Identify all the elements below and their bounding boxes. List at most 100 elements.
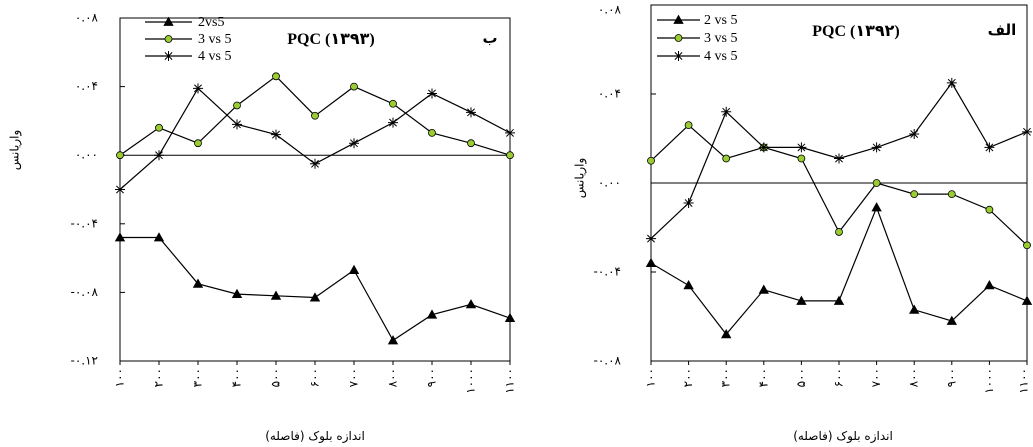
x-tick-label: ۱۱۰۰ [503, 368, 517, 394]
data-point-4vs5 [427, 88, 437, 99]
data-point-4vs5 [834, 153, 844, 164]
x-tick-label: ۱۰۰ [113, 368, 127, 387]
data-point-3vs5 [647, 156, 655, 165]
data-point-3vs5 [116, 151, 124, 160]
y-axis-label: واریانس [573, 158, 588, 199]
y-axis-label: واریانس [8, 130, 23, 171]
data-point-4vs5 [115, 184, 125, 195]
chart-title: PQC (۱۳۹۳) [287, 31, 375, 48]
legend-marker-2vs5 [163, 16, 174, 26]
x-axis-label: اندازه بلوک (فاصله) [793, 429, 893, 444]
data-point-4vs5 [154, 150, 164, 161]
x-tick-label: ۱۱۰۰ [1017, 368, 1031, 394]
data-point-4vs5 [349, 138, 359, 149]
y-tick-label: ۰.۰۸ [598, 3, 622, 17]
data-point-4vs5 [758, 142, 769, 153]
x-tick-label: ۲۰۰ [681, 368, 695, 387]
data-point-2vs5 [721, 328, 732, 339]
panel-label: ب [482, 29, 497, 47]
data-point-3vs5 [872, 179, 881, 187]
legend-label: 3 vs 5 [704, 31, 737, 46]
data-point-2vs5 [683, 280, 694, 290]
y-tick-label: -۰.۰۸ [71, 285, 99, 299]
legend-marker-4vs5 [163, 51, 174, 61]
legend-label: 4 vs 5 [704, 49, 737, 64]
data-point-2vs5 [833, 295, 845, 305]
x-tick-label: ۵۰۰ [794, 368, 808, 387]
data-point-2vs5 [192, 278, 204, 288]
data-point-4vs5 [721, 106, 732, 117]
data-point-2vs5 [984, 280, 995, 290]
x-tick-label: ۸۰۰ [907, 368, 921, 387]
data-point-3vs5 [506, 151, 514, 160]
data-point-2vs5 [796, 295, 807, 305]
data-point-2vs5 [348, 264, 360, 275]
data-point-3vs5 [155, 123, 163, 132]
data-point-4vs5 [193, 83, 203, 94]
data-point-2vs5 [946, 315, 957, 325]
chart-panel-b: ۰.۰۸ ۰.۰۴ ۰.۰۰ -۰.۰۴ -۰.۰۸ -۰.۱۲ ۱۰۰ ۲۰۰ ۳۰۰ ۴۰۰ ۵… [8, 11, 517, 445]
data-point-4vs5 [271, 129, 281, 140]
panel-label: الف [988, 21, 1017, 39]
legend-marker-3vs5 [674, 34, 683, 42]
x-tick-label: ۱۰۰۰ [464, 368, 478, 394]
x-tick-label: ۹۰۰ [425, 368, 439, 387]
x-tick-label: ۶۰۰ [308, 368, 322, 387]
data-point-4vs5 [871, 142, 882, 153]
y-tick-label: -۰.۰۴ [594, 265, 621, 279]
data-point-2vs5 [909, 304, 920, 314]
data-point-4vs5 [946, 77, 957, 88]
data-point-3vs5 [272, 72, 280, 81]
data-point-3vs5 [910, 190, 919, 199]
data-point-3vs5 [947, 190, 956, 199]
data-point-4vs5 [310, 158, 320, 169]
legend-marker-4vs5 [673, 51, 684, 61]
data-point-2vs5 [871, 202, 882, 212]
data-point-4vs5 [388, 117, 398, 128]
x-tick-label: ۵۰۰ [269, 368, 283, 387]
data-point-2vs5 [309, 292, 321, 302]
x-tick-label: ۹۰۰ [944, 368, 958, 387]
y-tick-label: -۰.۰۸ [594, 354, 622, 368]
data-point-3vs5 [350, 82, 358, 91]
data-point-3vs5 [428, 129, 436, 137]
data-point-3vs5 [1023, 241, 1031, 250]
y-tick-label: ۰.۰۴ [598, 87, 621, 101]
legend-marker-3vs5 [164, 35, 173, 43]
plot-area: ۰.۰۸ ۰.۰۴ ۰.۰۰ -۰.۰۴ -۰.۰۸ ۱۰۰ ۲۰۰ ۳۰۰ ۴۰۰ ۵۰۰ ۶۰۰… [594, 3, 1033, 394]
x-tick-label: ۸۰۰ [386, 368, 400, 387]
data-point-3vs5 [389, 99, 397, 108]
data-point-2vs5 [426, 309, 438, 319]
x-tick-label: ۶۰۰ [832, 368, 846, 387]
data-point-2vs5 [1021, 295, 1033, 305]
x-tick-label: ۴۰۰ [756, 368, 770, 387]
data-point-2vs5 [153, 232, 165, 242]
x-tick-label: ۷۰۰ [869, 368, 883, 387]
data-point-4vs5 [796, 142, 807, 153]
x-tick-label: ۱۰۰۰ [982, 368, 996, 394]
y-tick-label: -۰.۱۲ [71, 354, 98, 368]
data-point-2vs5 [387, 335, 399, 345]
data-point-3vs5 [835, 228, 843, 236]
data-point-4vs5 [466, 107, 476, 118]
data-point-4vs5 [505, 127, 515, 138]
data-point-3vs5 [311, 111, 319, 120]
x-tick-label: ۳۰۰ [191, 368, 205, 387]
data-point-2vs5 [270, 290, 282, 300]
data-point-2vs5 [645, 257, 657, 267]
legend-label: 2 vs 5 [704, 13, 737, 28]
data-point-2vs5 [504, 312, 516, 323]
data-point-3vs5 [985, 205, 994, 214]
data-point-4vs5 [232, 119, 242, 130]
data-point-3vs5 [467, 139, 475, 148]
x-tick-label: ۴۰۰ [230, 368, 244, 387]
y-tick-label: ۰.۰۴ [75, 79, 98, 93]
data-point-3vs5 [194, 139, 202, 148]
data-point-2vs5 [465, 299, 477, 309]
y-tick-label: ۰.۰۸ [75, 11, 99, 25]
x-tick-label: ۷۰۰ [347, 368, 361, 387]
legend-label: 3 vs 5 [198, 32, 231, 47]
y-tick-label: ۰.۰۰ [598, 176, 621, 190]
